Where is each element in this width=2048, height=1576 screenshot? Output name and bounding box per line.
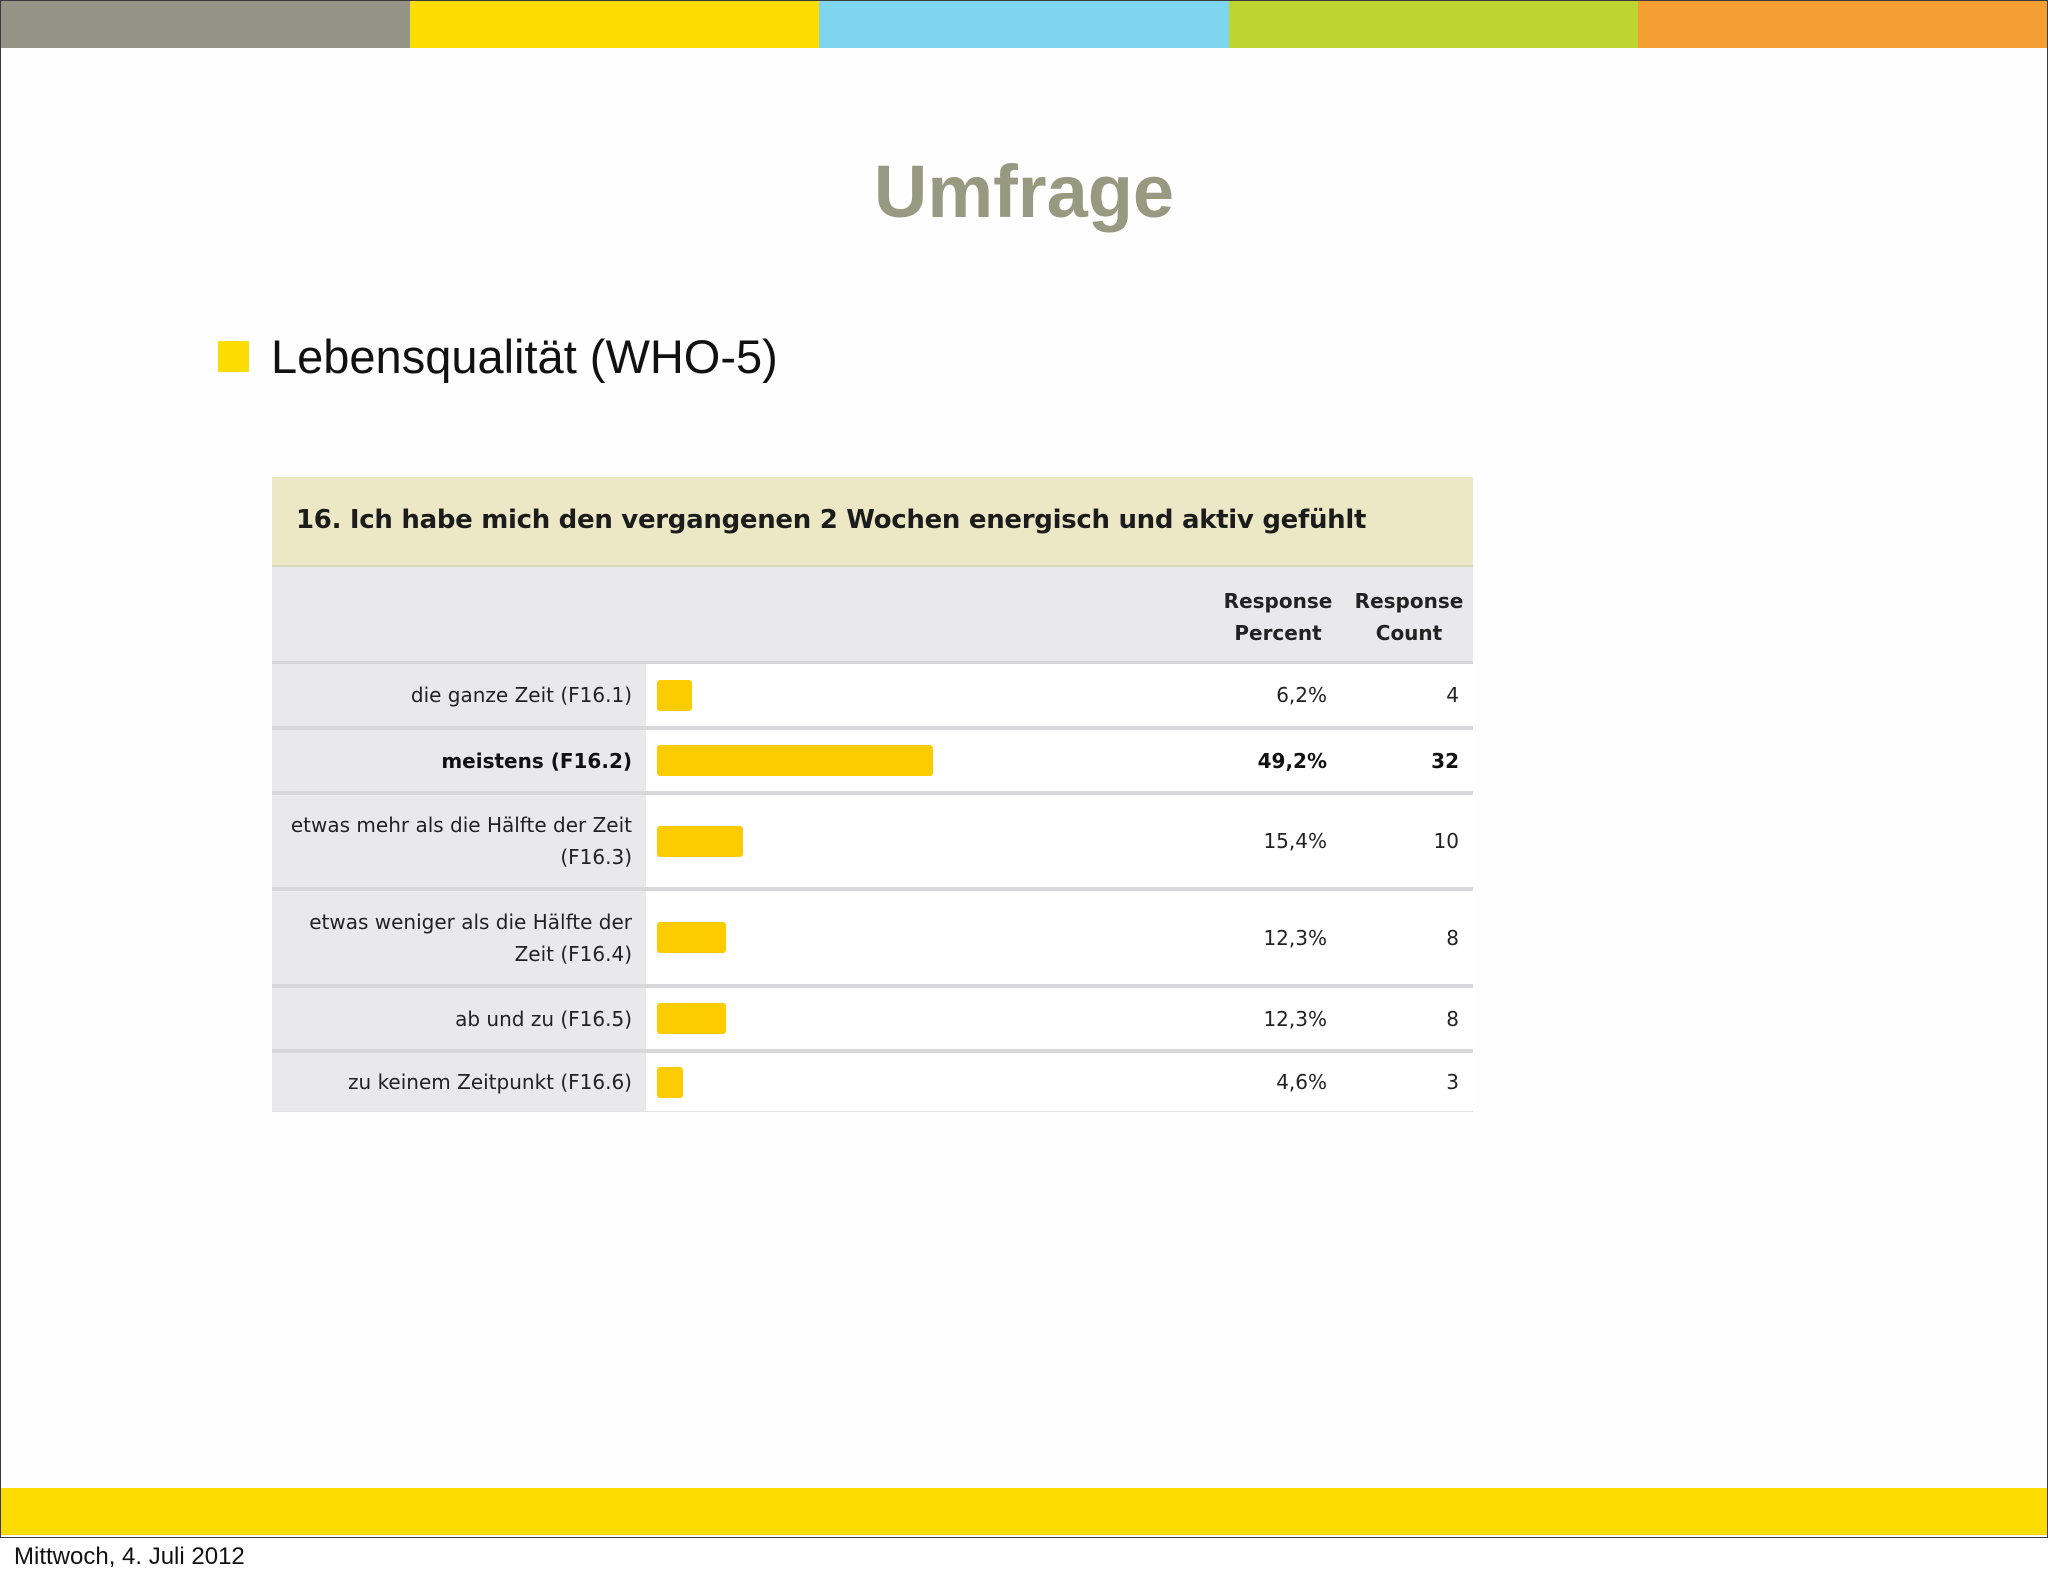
slide-title: Umfrage — [873, 150, 1175, 233]
table-row: etwas weniger als die Hälfte der Zeit (F… — [272, 891, 1473, 988]
row-percent: 4,6% — [1276, 1070, 1327, 1094]
question-title: 16. Ich habe mich den vergangenen 2 Woch… — [296, 505, 1367, 535]
table-row: meistens (F16.2) 49,2% 32 — [272, 730, 1473, 795]
stripe-green — [1228, 1, 1638, 48]
slide: Umfrage Lebensqualität (WHO-5) 16. Ich h… — [0, 0, 2048, 1538]
row-percent: 15,4% — [1263, 829, 1327, 853]
stripe-blue — [819, 1, 1229, 48]
table-row: zu keinem Zeitpunkt (F16.6) 4,6% 3 — [272, 1053, 1473, 1112]
bullet-text: Lebensqualität (WHO-5) — [271, 329, 778, 383]
stripe-yellow — [410, 1, 820, 48]
row-bar-cell — [646, 730, 1473, 791]
column-header-response-percent: Response Percent — [1223, 589, 1333, 645]
row-count: 8 — [1446, 926, 1459, 950]
question-header: 16. Ich habe mich den vergangenen 2 Woch… — [272, 477, 1473, 567]
table-row: die ganze Zeit (F16.1) 6,2% 4 — [272, 664, 1473, 730]
stripe-orange — [1637, 1, 2047, 48]
row-percent: 12,3% — [1263, 1007, 1327, 1031]
row-label-cell: zu keinem Zeitpunkt (F16.6) — [272, 1053, 646, 1111]
response-bar — [657, 745, 933, 776]
table-row: etwas mehr als die Hälfte der Zeit (F16.… — [272, 795, 1473, 891]
response-bar — [657, 680, 692, 711]
footer-date: Mittwoch, 4. Juli 2012 — [14, 1543, 245, 1570]
bullet-square-icon — [218, 340, 249, 372]
row-count: 32 — [1431, 749, 1459, 773]
response-bar — [657, 1067, 683, 1098]
bullet-item: Lebensqualität (WHO-5) — [218, 326, 778, 386]
table-row: ab und zu (F16.5) 12,3% 8 — [272, 988, 1473, 1053]
row-bar-cell — [646, 795, 1473, 887]
row-percent: 6,2% — [1276, 683, 1327, 707]
response-bar — [657, 1003, 726, 1034]
row-label-cell: meistens (F16.2) — [272, 730, 646, 791]
response-bar — [657, 922, 726, 953]
row-label: meistens (F16.2) — [441, 748, 632, 773]
row-label: zu keinem Zeitpunkt (F16.6) — [348, 1070, 632, 1094]
row-label-cell: die ganze Zeit (F16.1) — [272, 664, 646, 726]
row-label-cell: etwas mehr als die Hälfte der Zeit (F16.… — [272, 795, 646, 887]
row-count: 4 — [1446, 683, 1459, 707]
row-count: 10 — [1433, 829, 1459, 853]
bottom-yellow-band — [1, 1488, 2047, 1535]
survey-result-table: 16. Ich habe mich den vergangenen 2 Woch… — [272, 477, 1473, 1112]
column-header-row: Response Percent Response Count — [272, 567, 1473, 664]
row-label: etwas mehr als die Hälfte der Zeit (F16.… — [290, 813, 632, 869]
row-bar-cell — [646, 891, 1473, 984]
top-color-stripes — [1, 1, 2047, 48]
row-label-cell: ab und zu (F16.5) — [272, 988, 646, 1049]
row-label-cell: etwas weniger als die Hälfte der Zeit (F… — [272, 891, 646, 984]
column-header-response-count: Response Count — [1354, 589, 1464, 645]
row-bar-cell — [646, 988, 1473, 1049]
row-bar-cell — [646, 1053, 1473, 1111]
row-label: die ganze Zeit (F16.1) — [410, 683, 632, 707]
row-percent: 49,2% — [1257, 749, 1327, 773]
response-bar — [657, 826, 743, 857]
stripe-gray — [1, 1, 411, 48]
row-label: ab und zu (F16.5) — [455, 1006, 632, 1031]
row-bar-cell — [646, 664, 1473, 726]
row-label: etwas weniger als die Hälfte der Zeit (F… — [309, 909, 632, 966]
row-count: 3 — [1446, 1070, 1459, 1094]
row-count: 8 — [1446, 1007, 1459, 1031]
row-percent: 12,3% — [1263, 926, 1327, 950]
